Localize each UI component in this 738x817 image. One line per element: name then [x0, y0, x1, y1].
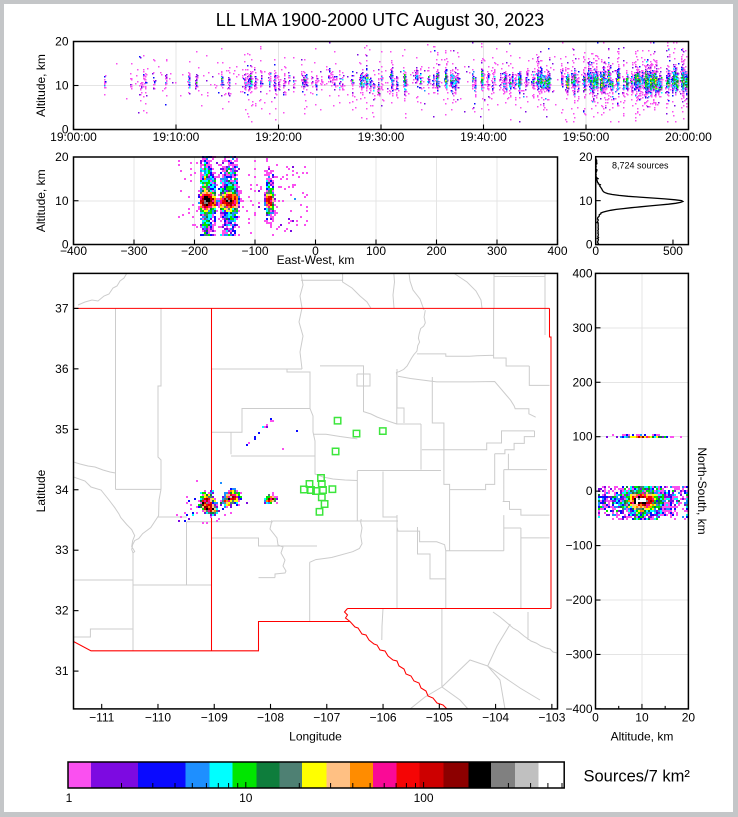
svg-text:300: 300	[487, 244, 507, 258]
svg-text:500: 500	[663, 244, 683, 258]
svg-text:−200: −200	[565, 593, 592, 607]
svg-text:0: 0	[62, 238, 69, 252]
svg-text:Altitude, km: Altitude, km	[611, 730, 674, 744]
svg-text:400: 400	[572, 266, 592, 280]
svg-text:34: 34	[55, 483, 69, 497]
svg-text:19:30:00: 19:30:00	[358, 130, 405, 144]
svg-text:Latitude: Latitude	[34, 469, 48, 512]
svg-text:10: 10	[55, 194, 69, 208]
svg-text:31: 31	[55, 664, 69, 678]
svg-text:20: 20	[55, 150, 69, 164]
svg-text:35: 35	[55, 422, 69, 436]
svg-text:Sources/7 km²: Sources/7 km²	[584, 768, 691, 786]
svg-text:−200: −200	[181, 244, 208, 258]
svg-text:−108: −108	[257, 711, 284, 725]
svg-text:Longitude: Longitude	[289, 730, 342, 744]
svg-text:10: 10	[55, 79, 69, 93]
svg-text:19:00:00: 19:00:00	[50, 130, 97, 144]
svg-text:−107: −107	[313, 711, 340, 725]
svg-text:0: 0	[586, 484, 593, 498]
svg-text:100: 100	[414, 791, 434, 805]
svg-text:East-West, km: East-West, km	[277, 253, 355, 267]
svg-text:1: 1	[66, 791, 73, 805]
svg-text:−109: −109	[201, 711, 228, 725]
svg-text:−300: −300	[120, 244, 147, 258]
svg-text:0: 0	[586, 238, 593, 252]
svg-text:200: 200	[426, 244, 446, 258]
svg-text:200: 200	[572, 375, 592, 389]
svg-text:−111: −111	[89, 711, 115, 725]
svg-text:19:50:00: 19:50:00	[563, 130, 610, 144]
svg-text:400: 400	[547, 244, 567, 258]
svg-text:Altitude, km: Altitude, km	[34, 54, 48, 117]
svg-text:37: 37	[55, 301, 69, 315]
svg-text:North-South, km: North-South, km	[695, 447, 709, 534]
svg-text:19:10:00: 19:10:00	[153, 130, 200, 144]
svg-text:100: 100	[572, 430, 592, 444]
svg-text:20: 20	[579, 150, 593, 164]
svg-text:19:20:00: 19:20:00	[255, 130, 302, 144]
svg-text:−105: −105	[426, 711, 453, 725]
svg-text:36: 36	[55, 362, 69, 376]
svg-text:10: 10	[635, 711, 649, 725]
svg-text:19:40:00: 19:40:00	[460, 130, 507, 144]
svg-text:−106: −106	[370, 711, 397, 725]
svg-text:−110: −110	[145, 711, 171, 725]
svg-text:0: 0	[312, 244, 319, 258]
svg-text:20: 20	[682, 711, 696, 725]
svg-text:8,724 sources: 8,724 sources	[612, 161, 669, 171]
svg-text:Altitude, km: Altitude, km	[34, 169, 48, 232]
svg-text:300: 300	[572, 321, 592, 335]
svg-text:10: 10	[239, 791, 253, 805]
svg-text:LL LMA 1900-2000 UTC August 30: LL LMA 1900-2000 UTC August 30, 2023	[216, 10, 545, 30]
svg-text:−100: −100	[241, 244, 268, 258]
svg-text:20:00:00: 20:00:00	[665, 130, 712, 144]
svg-text:−300: −300	[565, 647, 592, 661]
svg-text:0: 0	[592, 244, 599, 258]
svg-text:32: 32	[55, 604, 69, 618]
svg-text:−400: −400	[60, 244, 87, 258]
svg-text:−104: −104	[482, 711, 509, 725]
svg-text:20: 20	[55, 35, 69, 49]
svg-text:0: 0	[592, 711, 599, 725]
svg-text:−103: −103	[538, 711, 565, 725]
svg-text:10: 10	[579, 194, 593, 208]
svg-text:0: 0	[62, 123, 69, 137]
svg-text:33: 33	[55, 543, 69, 557]
svg-text:−100: −100	[565, 539, 592, 553]
svg-text:−400: −400	[565, 702, 592, 716]
svg-text:100: 100	[366, 244, 386, 258]
